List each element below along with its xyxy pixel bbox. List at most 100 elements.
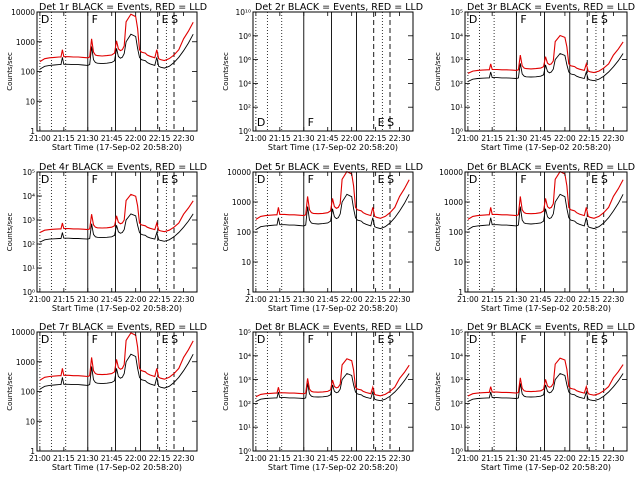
y-tick-label: 100	[449, 228, 464, 237]
x-tick-label: 22:15	[149, 134, 171, 143]
marker-e: E	[162, 13, 169, 26]
x-tick-label: 21:30	[293, 454, 315, 463]
y-axis-label: Counts/sec	[222, 213, 230, 252]
x-tick-label: 21:30	[77, 134, 99, 143]
marker-f: F	[520, 333, 526, 346]
axes-frame	[252, 171, 414, 293]
y-tick-label: 10¹	[450, 423, 463, 432]
x-tick-label: 21:45	[530, 454, 552, 463]
panel-det-9: Det 9r BLACK = Events, RED = LLD Counts/s…	[434, 322, 635, 472]
x-tick-label: 22:00	[554, 295, 576, 304]
x-tick-label: 22:30	[173, 134, 195, 143]
axes-frame	[36, 11, 198, 132]
marker-s: S	[387, 116, 394, 129]
marker-s: S	[601, 333, 608, 346]
y-tick-label: 10⁰	[238, 447, 251, 456]
y-tick-label: 10⁰	[450, 127, 463, 136]
x-axis-label: Start Time (17-Sep-02 20:58:20)	[268, 304, 398, 313]
y-axis-label: Counts/sec	[434, 213, 442, 252]
y-tick-label: 100	[21, 68, 36, 77]
x-tick-label: 22:30	[389, 134, 411, 143]
y-tick-label: 10³	[450, 376, 463, 385]
x-tick-label: 21:15	[481, 295, 503, 304]
y-tick-label: 10⁴	[238, 352, 251, 361]
x-tick-label: 21:00	[245, 454, 267, 463]
x-tick-label: 22:30	[173, 454, 195, 463]
marker-d: D	[257, 173, 265, 186]
marker-f: F	[520, 13, 526, 26]
axes-frame	[252, 11, 414, 132]
axes-frame	[36, 171, 198, 293]
y-axis-label: Counts/sec	[434, 52, 442, 91]
x-tick-label: 21:45	[317, 295, 339, 304]
marker-d: D	[469, 13, 477, 26]
axes-frame	[464, 171, 628, 293]
panel-det-4: Det 4r BLACK = Events, RED = LLD Counts/s…	[6, 162, 207, 313]
lld-series-line	[39, 332, 194, 381]
x-tick-label: 21:15	[269, 134, 291, 143]
y-tick-label: 100	[237, 228, 252, 237]
marker-f: F	[308, 173, 314, 186]
x-tick-label: 21:15	[53, 295, 75, 304]
x-tick-label: 21:30	[506, 454, 528, 463]
x-tick-label: 21:45	[530, 134, 552, 143]
panel-det-6: Det 6r BLACK = Events, RED = LLD Counts/s…	[434, 162, 635, 313]
y-tick-label: 1	[30, 127, 35, 136]
x-tick-label: 21:00	[29, 454, 51, 463]
x-tick-label: 22:00	[554, 134, 576, 143]
lld-series-line	[255, 170, 410, 220]
x-tick-label: 21:45	[101, 134, 123, 143]
marker-s: S	[171, 13, 178, 26]
panel-title: Det 3r BLACK = Events, RED = LLD	[467, 2, 635, 13]
y-tick-label: 10⁸	[238, 32, 251, 41]
marker-f: F	[92, 13, 98, 26]
x-tick-label: 21:00	[29, 295, 51, 304]
y-tick-label: 10²	[22, 240, 35, 249]
y-tick-label: 10⁵	[450, 8, 463, 17]
marker-s: S	[171, 333, 178, 346]
marker-e: E	[378, 173, 385, 186]
marker-e: E	[378, 333, 385, 346]
y-tick-label: 10⁰	[238, 127, 251, 136]
y-tick-label: 10⁴	[238, 79, 251, 88]
x-tick-label: 21:00	[245, 134, 267, 143]
y-tick-label: 10²	[238, 399, 251, 408]
marker-d: D	[257, 116, 265, 129]
y-tick-label: 10⁰	[450, 447, 463, 456]
panel-det-8: Det 8r BLACK = Events, RED = LLD Counts/s…	[222, 322, 423, 472]
y-axis-label: Counts/sec	[6, 52, 14, 91]
x-axis-label: Start Time (17-Sep-02 20:58:20)	[52, 143, 182, 152]
panel-title: Det 7r BLACK = Events, RED = LLD	[39, 322, 207, 333]
panel-det-2: Det 2r BLACK = Events, RED = LLD Counts/s…	[222, 2, 423, 152]
panel-title: Det 9r BLACK = Events, RED = LLD	[467, 322, 635, 333]
x-axis-label: Start Time (17-Sep-02 20:58:20)	[481, 463, 611, 472]
panel-title: Det 4r BLACK = Events, RED = LLD	[39, 162, 207, 173]
y-tick-label: 10⁴	[450, 32, 463, 41]
marker-e: E	[162, 333, 169, 346]
x-tick-label: 21:30	[77, 454, 99, 463]
y-tick-label: 100	[21, 388, 36, 397]
panel-det-3: Det 3r BLACK = Events, RED = LLD Counts/s…	[434, 2, 635, 152]
marker-s: S	[601, 173, 608, 186]
y-tick-label: 10⁴	[22, 192, 35, 201]
x-tick-label: 22:30	[389, 454, 411, 463]
x-tick-label: 21:15	[53, 134, 75, 143]
x-tick-label: 21:00	[29, 134, 51, 143]
lld-series-line	[39, 193, 194, 233]
y-tick-label: 1	[30, 447, 35, 456]
x-axis-label: Start Time (17-Sep-02 20:58:20)	[481, 304, 611, 313]
x-tick-label: 22:15	[578, 295, 600, 304]
marker-d: D	[41, 13, 49, 26]
x-tick-label: 21:30	[293, 295, 315, 304]
y-tick-label: 10¹	[450, 103, 463, 112]
x-tick-label: 22:15	[578, 134, 600, 143]
x-tick-label: 21:45	[530, 295, 552, 304]
x-tick-label: 21:15	[269, 454, 291, 463]
y-tick-label: 10²	[450, 79, 463, 88]
y-tick-label: 10³	[238, 376, 251, 385]
x-tick-label: 21:15	[269, 295, 291, 304]
x-tick-label: 21:45	[101, 295, 123, 304]
x-tick-label: 22:00	[341, 454, 363, 463]
lld-series-line	[255, 358, 410, 398]
